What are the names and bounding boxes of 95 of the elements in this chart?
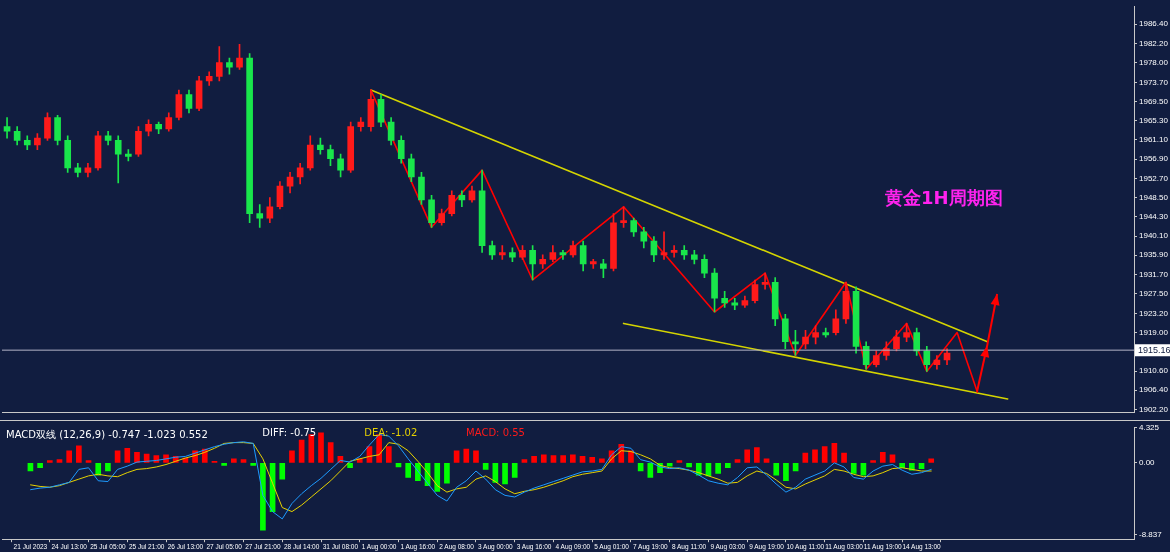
bar xyxy=(289,450,295,463)
bar xyxy=(531,456,537,463)
candlestick xyxy=(660,231,668,260)
ref-line-label: 1915.16 xyxy=(1138,344,1170,355)
bar xyxy=(560,455,566,463)
bar xyxy=(570,454,576,463)
bar xyxy=(589,456,596,463)
bar xyxy=(46,460,53,463)
bar xyxy=(473,450,479,463)
bar xyxy=(385,446,392,463)
bar xyxy=(105,463,111,472)
y-tick-label: 1973.70 xyxy=(1139,77,1169,87)
annotation: MACD: 0.55 xyxy=(466,427,525,439)
candlestick xyxy=(670,245,678,258)
chart-title: MACD双线 (12,26,9) -0.747 -1.023 0.552 xyxy=(6,429,208,441)
y-tick-label: 1927.50 xyxy=(1139,288,1169,298)
bar xyxy=(511,463,518,478)
bar xyxy=(327,442,334,463)
bar xyxy=(599,458,605,463)
bar xyxy=(124,447,131,463)
bar xyxy=(870,460,876,463)
y-tick-label: 4.325 xyxy=(1139,423,1160,432)
bar xyxy=(240,459,247,463)
bar xyxy=(686,463,692,468)
bar xyxy=(250,463,257,466)
y-tick-label: 0.00 xyxy=(1139,458,1156,468)
annotation: DEA: -1.02 xyxy=(364,427,418,439)
bar xyxy=(114,450,121,463)
bar xyxy=(773,463,780,476)
y-tick-label: 1902.20 xyxy=(1139,404,1169,414)
bar xyxy=(95,463,102,476)
bar xyxy=(56,459,63,463)
y-tick-label: 1965.30 xyxy=(1139,115,1169,125)
bar xyxy=(318,432,324,463)
bar xyxy=(347,463,353,469)
bar xyxy=(444,463,450,484)
y-tick-label: 1969.50 xyxy=(1139,96,1169,106)
bar xyxy=(841,452,847,463)
bar xyxy=(744,449,751,463)
bar xyxy=(221,463,227,466)
y-tick-label: 1923.20 xyxy=(1139,308,1169,318)
bar xyxy=(550,455,557,463)
bar xyxy=(463,448,470,463)
annotation: 黄金1H周期图 xyxy=(883,186,1003,208)
bar xyxy=(850,463,857,474)
bar xyxy=(482,463,489,470)
y-tick-label: 1956.90 xyxy=(1139,154,1169,164)
annotation: DIFF: -0.75 xyxy=(262,427,317,439)
bar xyxy=(376,434,382,463)
bar xyxy=(812,449,818,463)
y-tick-label: 1940.10 xyxy=(1139,231,1169,241)
bar xyxy=(724,463,731,469)
bar xyxy=(802,452,809,463)
y-tick-label: 1948.50 xyxy=(1139,192,1169,202)
bar xyxy=(754,447,760,463)
bar xyxy=(405,463,412,478)
bar xyxy=(231,458,237,463)
bar xyxy=(453,450,460,463)
y-tick-label: -8.837 xyxy=(1139,529,1163,539)
candlestick xyxy=(761,272,769,290)
bar xyxy=(889,454,896,463)
y-tick-label: 1961.10 xyxy=(1139,135,1169,145)
bar xyxy=(66,450,72,463)
bar xyxy=(502,463,508,485)
y-tick-label: 1986.40 xyxy=(1139,19,1169,29)
bar xyxy=(85,460,92,463)
y-tick-label: 1931.70 xyxy=(1139,269,1169,279)
bar xyxy=(821,446,828,463)
bar xyxy=(76,445,82,463)
y-tick-label: 1910.60 xyxy=(1139,366,1169,376)
y-tick-label: 1944.30 xyxy=(1139,212,1169,222)
bar xyxy=(715,463,721,474)
candlestick xyxy=(498,245,506,260)
bar xyxy=(676,460,683,463)
bar xyxy=(928,458,935,463)
bar xyxy=(734,459,741,463)
bar xyxy=(879,452,886,463)
bar xyxy=(783,463,789,482)
y-tick-label: 1906.40 xyxy=(1139,385,1169,395)
bar xyxy=(521,459,528,463)
bar xyxy=(918,463,925,469)
bar xyxy=(279,463,286,480)
y-tick-label: 1952.70 xyxy=(1139,173,1169,183)
y-tick-label: 1982.20 xyxy=(1139,38,1169,48)
bar xyxy=(666,463,673,467)
candlestick xyxy=(256,204,264,228)
bar xyxy=(434,463,441,492)
y-tick-label: 1919.00 xyxy=(1139,327,1169,337)
bar xyxy=(260,463,266,531)
y-tick-label: 1935.90 xyxy=(1139,250,1169,260)
bar xyxy=(540,454,547,463)
bar xyxy=(37,463,43,469)
bar xyxy=(308,434,315,463)
y-tick-label: 1978.00 xyxy=(1139,57,1169,67)
bar xyxy=(579,456,586,463)
